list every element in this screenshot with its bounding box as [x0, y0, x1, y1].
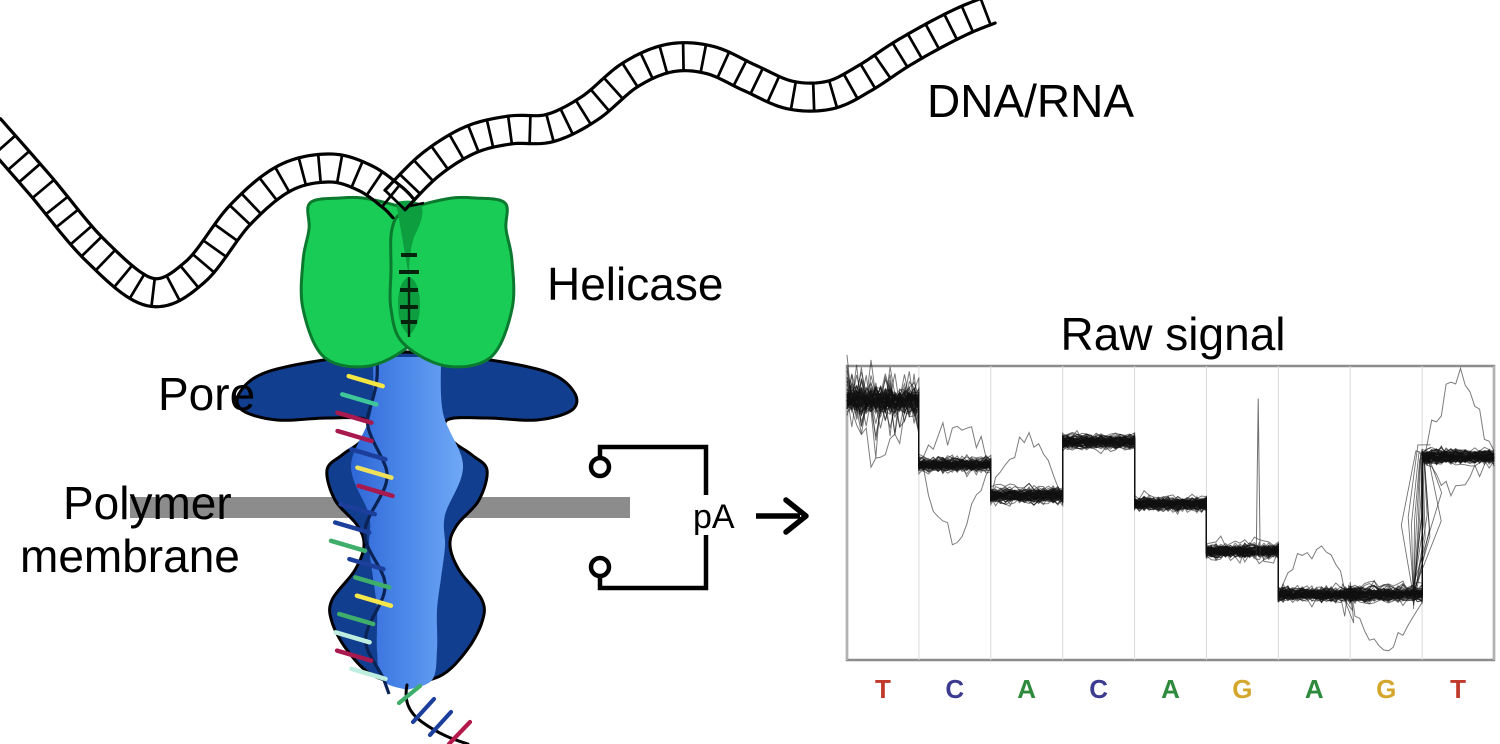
svg-text:Polymer: Polymer	[63, 477, 232, 529]
svg-text:T: T	[875, 674, 891, 704]
svg-text:pA: pA	[693, 498, 735, 536]
svg-text:DNA/RNA: DNA/RNA	[927, 75, 1134, 127]
svg-text:Raw signal: Raw signal	[1061, 308, 1286, 360]
svg-text:C: C	[945, 674, 964, 704]
svg-text:A: A	[1161, 674, 1180, 704]
svg-text:T: T	[1450, 674, 1466, 704]
svg-text:membrane: membrane	[20, 530, 240, 582]
svg-text:Helicase: Helicase	[547, 258, 723, 310]
svg-text:C: C	[1089, 674, 1108, 704]
svg-text:Pore: Pore	[158, 368, 255, 420]
svg-text:A: A	[1017, 674, 1036, 704]
svg-text:G: G	[1232, 674, 1252, 704]
svg-text:A: A	[1305, 674, 1324, 704]
svg-text:G: G	[1376, 674, 1396, 704]
